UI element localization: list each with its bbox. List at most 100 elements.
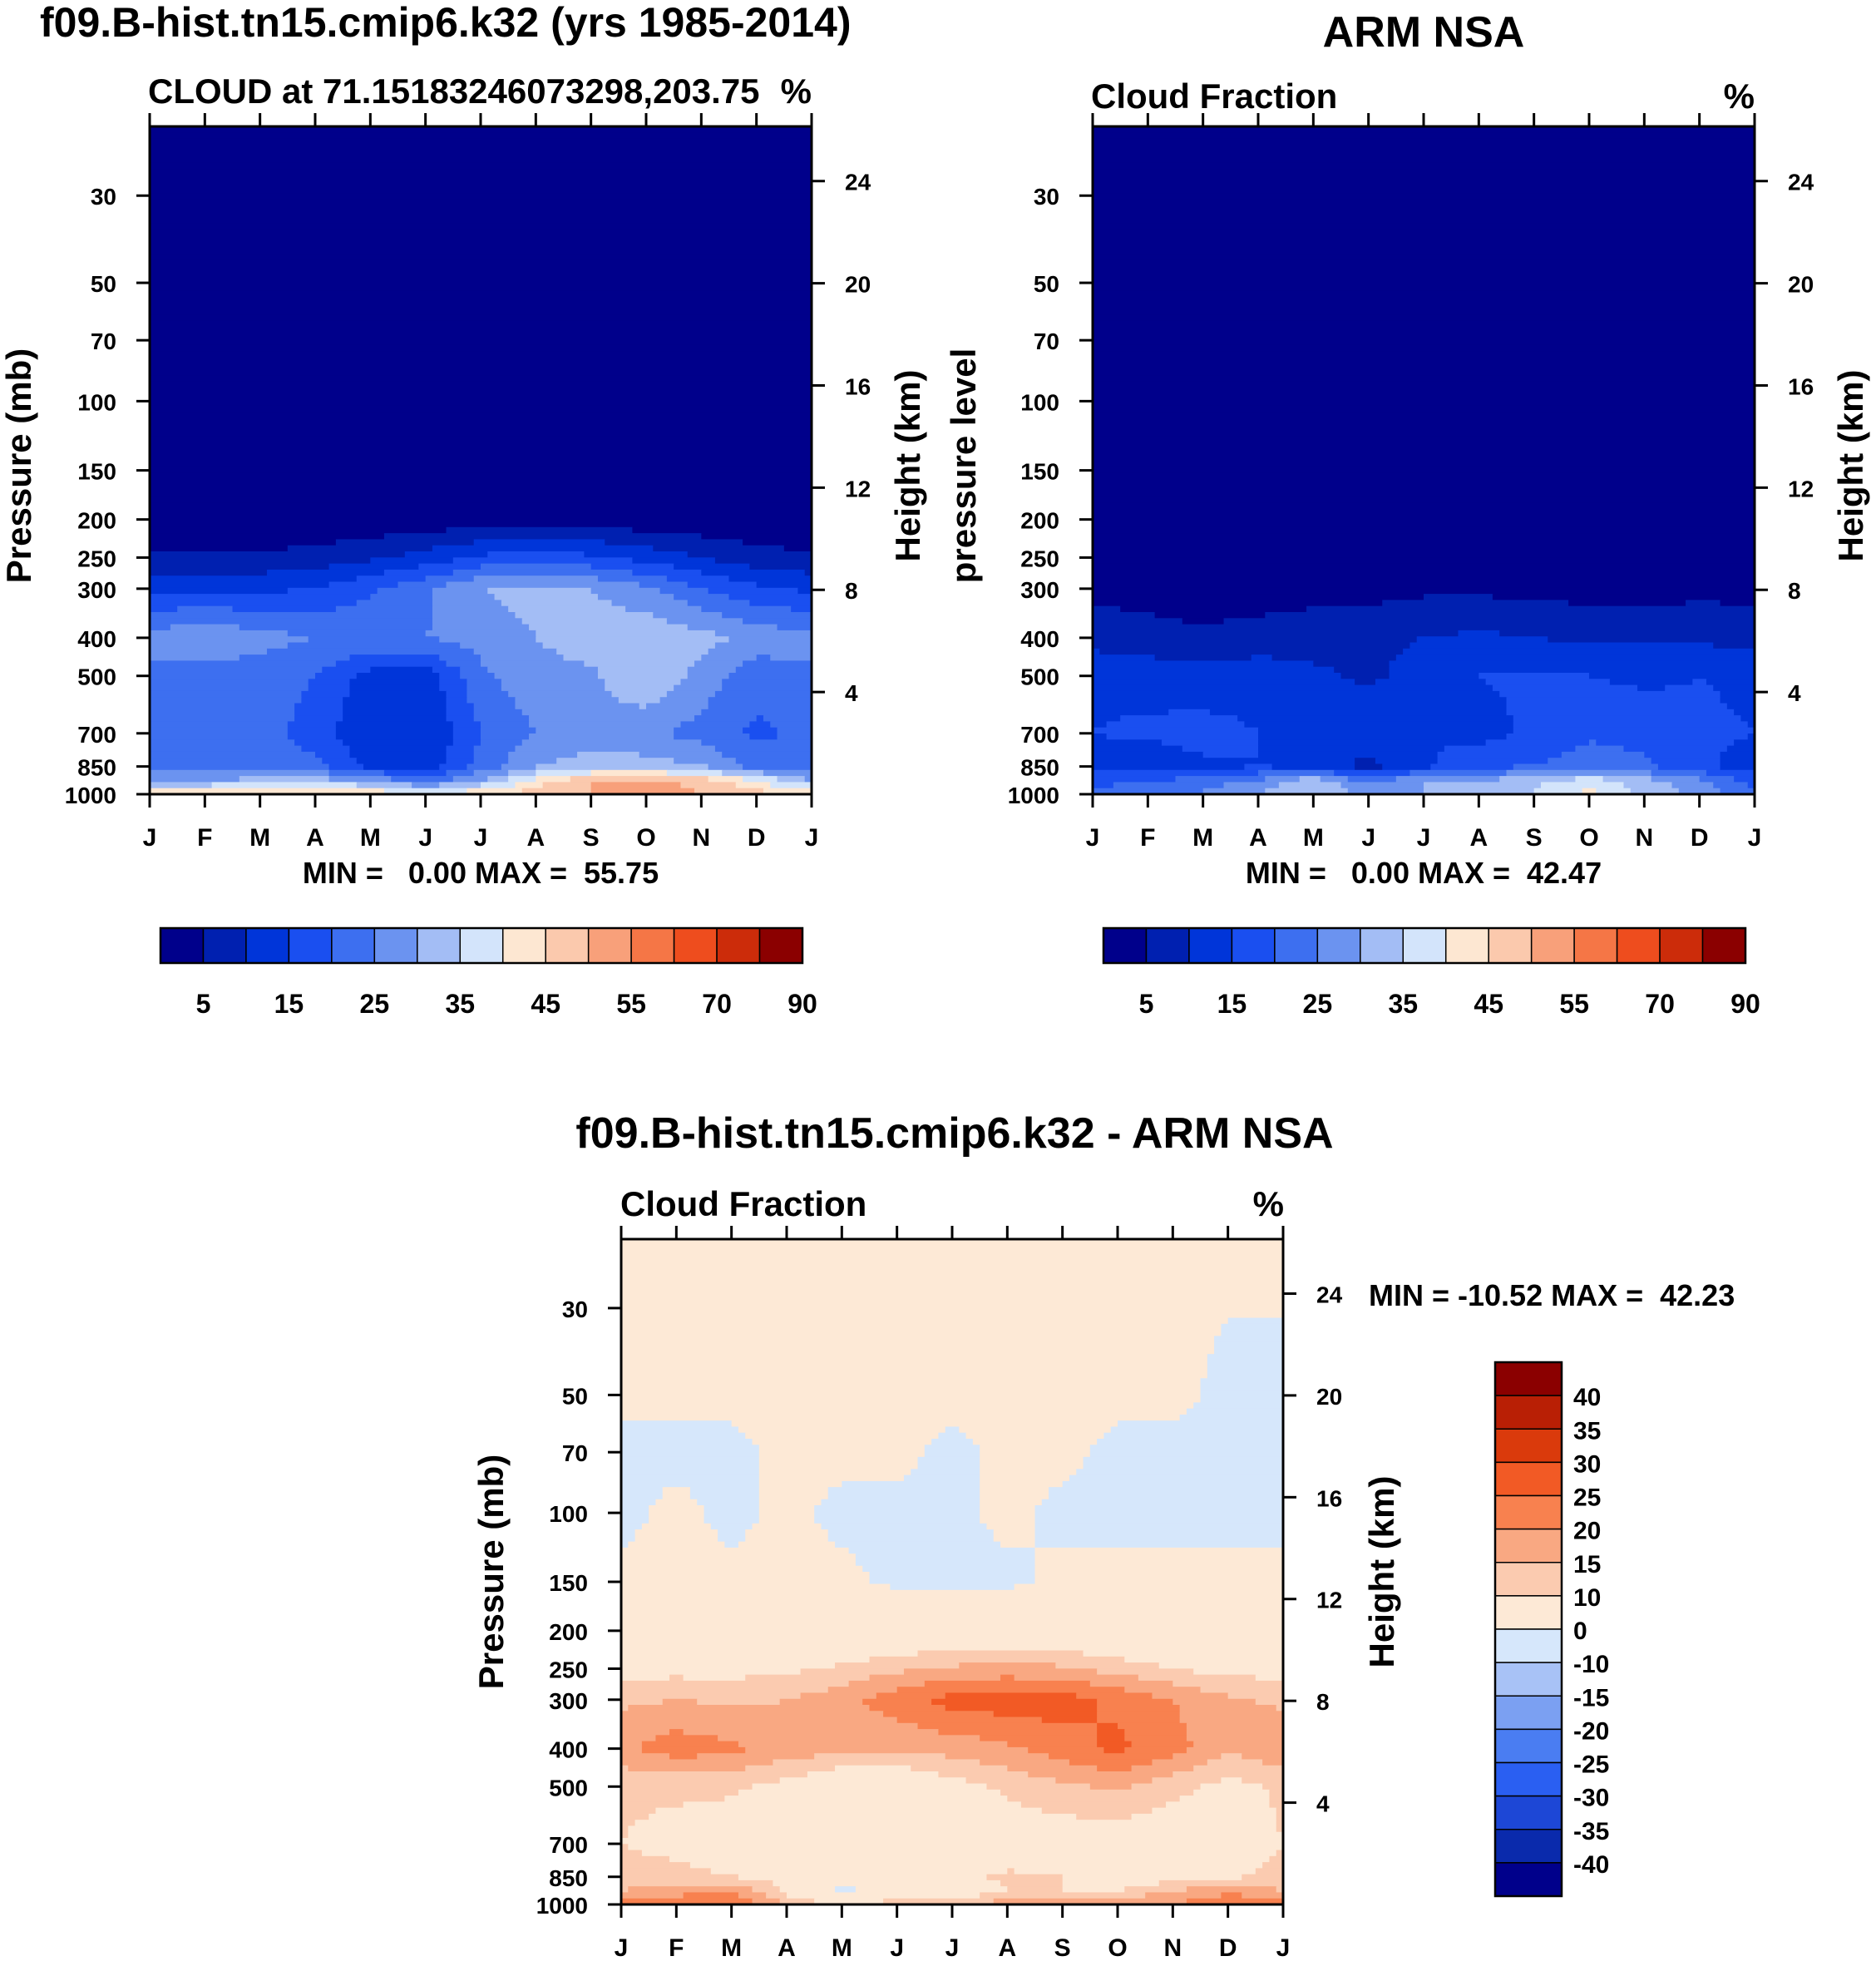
heatmap-cell	[1093, 126, 1755, 133]
colorbar-label: -15	[1573, 1684, 1609, 1712]
heatmap-cell	[641, 1746, 746, 1754]
x-tick-label: F	[669, 1934, 684, 1961]
heatmap-cell	[1093, 272, 1755, 279]
heatmap-cell	[1265, 788, 1349, 794]
heatmap-cell	[1093, 472, 1755, 479]
heatmap-cell	[335, 539, 475, 546]
heatmap-cell	[1596, 788, 1632, 794]
heatmap-cell	[150, 454, 812, 462]
colorbar-swatch	[1494, 1428, 1563, 1464]
heatmap-cell	[349, 679, 440, 686]
heatmap-cell	[1093, 193, 1755, 200]
y-tick-label-height: 8	[1316, 1689, 1330, 1715]
heatmap-cell	[239, 654, 351, 661]
heatmap-cell	[446, 709, 475, 716]
heatmap-cell	[1740, 715, 1755, 722]
heatmap-cell	[674, 727, 743, 734]
heatmap-cell	[639, 751, 723, 758]
heatmap-cell	[669, 1855, 1271, 1863]
heatmap-cell	[1093, 156, 1755, 164]
heatmap-cell	[1221, 1777, 1242, 1785]
heatmap-cell	[308, 684, 351, 692]
heatmap-cell	[1395, 654, 1755, 661]
heatmap-cell	[446, 745, 475, 753]
heatmap-cell	[714, 745, 812, 753]
heatmap-cell	[903, 1474, 980, 1482]
colorbar-frame	[159, 926, 804, 965]
heatmap-cell	[745, 1674, 871, 1682]
y-tick-label-pressure: 500	[77, 664, 116, 690]
heatmap-cell	[1093, 351, 1755, 358]
heatmap-cell	[1093, 679, 1355, 686]
heatmap-cell	[701, 533, 812, 540]
heatmap-cell	[1014, 1868, 1256, 1875]
heatmap-cell	[1083, 1456, 1283, 1464]
heatmap-cell	[1131, 1741, 1194, 1748]
heatmap-cell	[460, 666, 488, 674]
y-tick-label-pressure: 200	[549, 1619, 588, 1645]
heatmap-cell	[1262, 1783, 1283, 1791]
heatmap-cell	[827, 1487, 980, 1494]
heatmap-cell	[439, 673, 461, 679]
heatmap-cell	[1207, 1759, 1263, 1766]
heatmap-cell	[1244, 763, 1273, 771]
heatmap-cell	[662, 1493, 691, 1500]
heatmap-cell	[467, 763, 502, 771]
heatmap-cell	[687, 666, 737, 674]
heatmap-cell	[1186, 1722, 1283, 1730]
heatmap-cell	[1055, 1777, 1153, 1785]
heatmap-cell	[287, 587, 378, 595]
heatmap-cell	[710, 1523, 753, 1530]
heatmap-cell	[758, 1511, 815, 1519]
heatmap-cell	[1076, 1813, 1133, 1820]
y-tick-label-height: 12	[1316, 1588, 1342, 1613]
heatmap-cell	[687, 551, 812, 558]
heatmap-cell	[646, 703, 709, 710]
heatmap-cell	[335, 727, 454, 734]
heatmap-cell	[722, 684, 812, 692]
heatmap-cell	[590, 769, 668, 777]
heatmap-cell	[1152, 1807, 1277, 1815]
heatmap-cell	[494, 594, 599, 600]
colorbar-swatch	[1360, 927, 1405, 964]
heatmap-cell	[835, 1662, 960, 1669]
heatmap-cell	[1093, 187, 1755, 194]
heatmap-cell	[621, 1445, 760, 1452]
heatmap-cell	[536, 636, 730, 644]
heatmap-cell	[708, 697, 812, 704]
heatmap-cell	[758, 1474, 905, 1482]
heatmap-cell	[1093, 539, 1755, 546]
heatmap-cell	[666, 618, 743, 625]
panel-obs-colorbar: 5 15 25 35 45 55 70 90	[1102, 926, 1760, 1019]
heatmap-cell	[1166, 1801, 1271, 1809]
colorbar-swatch	[1701, 927, 1746, 964]
panel-model-colorbar: 5 15 25 35 45 55 70 90	[159, 926, 817, 1019]
heatmap-cell	[150, 284, 812, 291]
heatmap-cell	[708, 763, 743, 771]
panel-diff-plot: J F M A M J J A S O N D J 30 50 70 100 150 200 250 300 400 500…	[536, 1226, 1343, 1961]
heatmap-cell	[1221, 1892, 1242, 1899]
heatmap-cell	[674, 594, 730, 600]
heatmap-cell	[743, 763, 812, 771]
heatmap-cell	[1389, 673, 1479, 679]
heatmap-cell	[1513, 715, 1742, 722]
heatmap-cell	[232, 605, 337, 613]
heatmap-cell	[1083, 1463, 1283, 1470]
heatmap-cell	[446, 703, 475, 710]
heatmap-cell	[980, 1487, 1049, 1494]
heatmap-cell	[1093, 248, 1755, 254]
heatmap-cell	[621, 1759, 774, 1766]
heatmap-cell	[756, 581, 812, 589]
panel-model-subtitle-right: %	[781, 72, 812, 111]
colorbar-swatch	[459, 927, 504, 964]
heatmap-cell	[1389, 660, 1755, 668]
heatmap-cell	[343, 697, 447, 704]
heatmap-cell	[1251, 654, 1273, 661]
heatmap-cell	[1506, 703, 1728, 710]
heatmap-cell	[674, 758, 737, 765]
heatmap-cell	[150, 673, 316, 679]
heatmap-cell	[639, 703, 647, 710]
colorbar-label: 70	[702, 989, 732, 1019]
heatmap-cell	[697, 1753, 815, 1761]
heatmap-cell	[1154, 654, 1252, 661]
